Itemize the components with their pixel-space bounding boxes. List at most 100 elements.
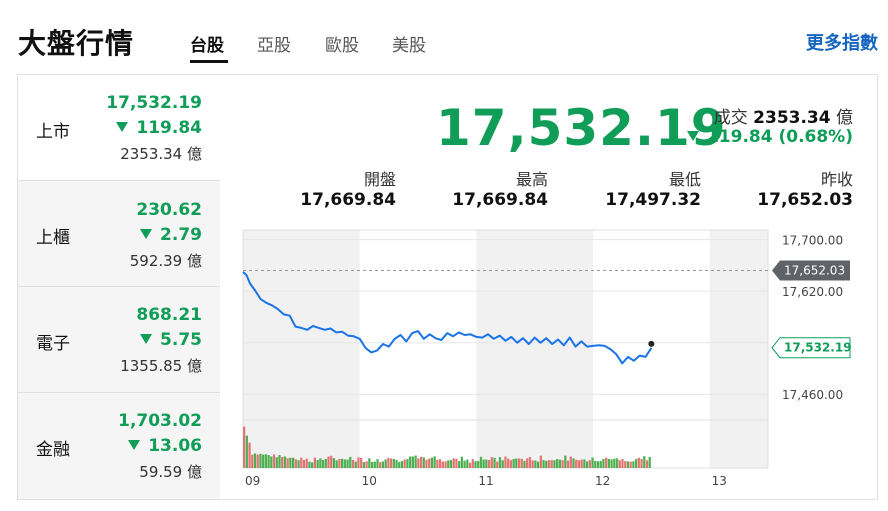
volume-bar (341, 458, 344, 468)
hour-band (476, 230, 593, 468)
volume-bar (452, 458, 455, 468)
volume-bar (433, 456, 436, 468)
volume-bar (294, 459, 297, 468)
volume-bar (447, 460, 450, 468)
stat-prevclose-value: 17,652.03 (757, 190, 853, 210)
volume-bar (360, 457, 363, 468)
volume-bar (542, 460, 545, 468)
volume-bar (436, 459, 439, 468)
down-arrow-icon (140, 229, 153, 239)
stat-prevclose-label: 昨收 (820, 170, 853, 189)
sidebar-item-finance[interactable]: 金融 1,703.02 13.06 59.59 億 (18, 393, 220, 499)
last-price-tag (771, 337, 851, 359)
volume-bar (351, 459, 355, 468)
volume-bar (349, 456, 352, 468)
volume-bar (515, 458, 518, 468)
y-tick-label: 17,700.00 (782, 234, 843, 248)
volume-bar (256, 454, 259, 468)
volume-bar (558, 459, 561, 468)
volume-bar (618, 460, 621, 468)
down-arrow-icon (140, 334, 153, 344)
sidebar-item-value: 1,703.02 (118, 411, 202, 431)
volume-bar (248, 442, 251, 468)
tab-europe-stock[interactable]: 歐股 (325, 36, 359, 56)
more-indices-link[interactable]: 更多指數 (806, 33, 878, 54)
sidebar-item-name: 上櫃 (36, 228, 70, 248)
volume-bar (311, 462, 314, 468)
volume-bar (430, 457, 434, 468)
price-line (242, 271, 653, 365)
volume-bar (586, 461, 589, 468)
volume-bar (607, 458, 610, 468)
volume-bar (580, 459, 583, 468)
sidebar-item-volume: 1355.85 億 (120, 357, 202, 375)
sidebar-item-electronics[interactable]: 電子 868.21 5.75 1355.85 億 (18, 287, 220, 393)
volume-bar (509, 460, 512, 468)
volume-bar (488, 459, 491, 468)
volume-bar (615, 458, 619, 468)
tab-asia-stock[interactable]: 亞股 (257, 36, 291, 56)
volume-bar (308, 461, 311, 468)
volume-bar (251, 454, 254, 468)
volume-bar (379, 462, 382, 468)
sidebar-item-volume: 592.39 億 (129, 252, 202, 270)
x-tick-label: 10 (362, 474, 377, 488)
current-price: 17,532.19 (436, 99, 727, 157)
volume-bar (482, 459, 485, 468)
volume-bar (564, 455, 567, 468)
sidebar-item-otc[interactable]: 上櫃 230.62 2.79 592.39 億 (18, 181, 220, 287)
volume-bar (289, 457, 292, 468)
volume-bar (419, 456, 423, 468)
volume-bar (479, 456, 483, 468)
volume-bar (376, 459, 379, 468)
index-sidebar: 上市 17,532.19 119.84 2353.34 億 上櫃 230.62 … (18, 75, 220, 499)
volume-bar (259, 453, 262, 468)
volume-bar (526, 458, 529, 468)
volume-bar (485, 459, 488, 468)
volume-bar (569, 456, 572, 468)
volume-bar (602, 458, 605, 468)
market-card: 上市 17,532.19 119.84 2353.34 億 上櫃 230.62 … (17, 74, 878, 500)
volume-bar (327, 456, 330, 468)
volume-bar (520, 458, 523, 468)
volume-bar (460, 456, 463, 468)
volume-bar (545, 460, 548, 468)
volume-bar (496, 461, 499, 468)
last-price-tag-label: 17,532.19 (784, 341, 852, 355)
volume-bar (626, 461, 630, 468)
volume-bar (498, 457, 502, 468)
tab-tw-stock[interactable]: 台股 (190, 36, 224, 56)
volume-bar (632, 461, 635, 468)
volume-bar (428, 458, 431, 468)
volume-bar (517, 458, 521, 468)
sidebar-item-change: 119.84 (116, 118, 202, 138)
sidebar-item-value: 17,532.19 (106, 93, 202, 113)
volume-bar (390, 458, 393, 468)
volume-bar (264, 454, 267, 468)
volume-bar (501, 460, 504, 468)
volume-bar (599, 461, 602, 468)
volume-bar (278, 455, 281, 468)
volume-bar (512, 458, 515, 468)
prev-close-tag-label: 17,652.03 (784, 264, 845, 278)
volume-bar (455, 458, 458, 468)
volume-bar (384, 459, 387, 468)
volume-bar (507, 458, 510, 468)
volume-bar (458, 461, 461, 468)
stat-low-value: 17,497.32 (605, 190, 701, 210)
x-tick-label: 13 (712, 474, 727, 488)
sidebar-item-listed[interactable]: 上市 17,532.19 119.84 2353.34 億 (18, 75, 220, 181)
volume-bar (283, 456, 287, 468)
volume-bar (449, 460, 453, 468)
volume-bar (270, 456, 273, 468)
tab-us-stock[interactable]: 美股 (392, 36, 426, 56)
volume-bar (392, 459, 395, 468)
volume-bar (523, 460, 526, 468)
volume-bar (577, 460, 581, 468)
volume-bar (561, 460, 564, 468)
volume-bar (550, 460, 553, 468)
volume-bar (414, 455, 417, 468)
volume-bar (332, 458, 336, 468)
sidebar-item-change: 2.79 (140, 225, 202, 245)
down-arrow-icon (686, 131, 699, 141)
